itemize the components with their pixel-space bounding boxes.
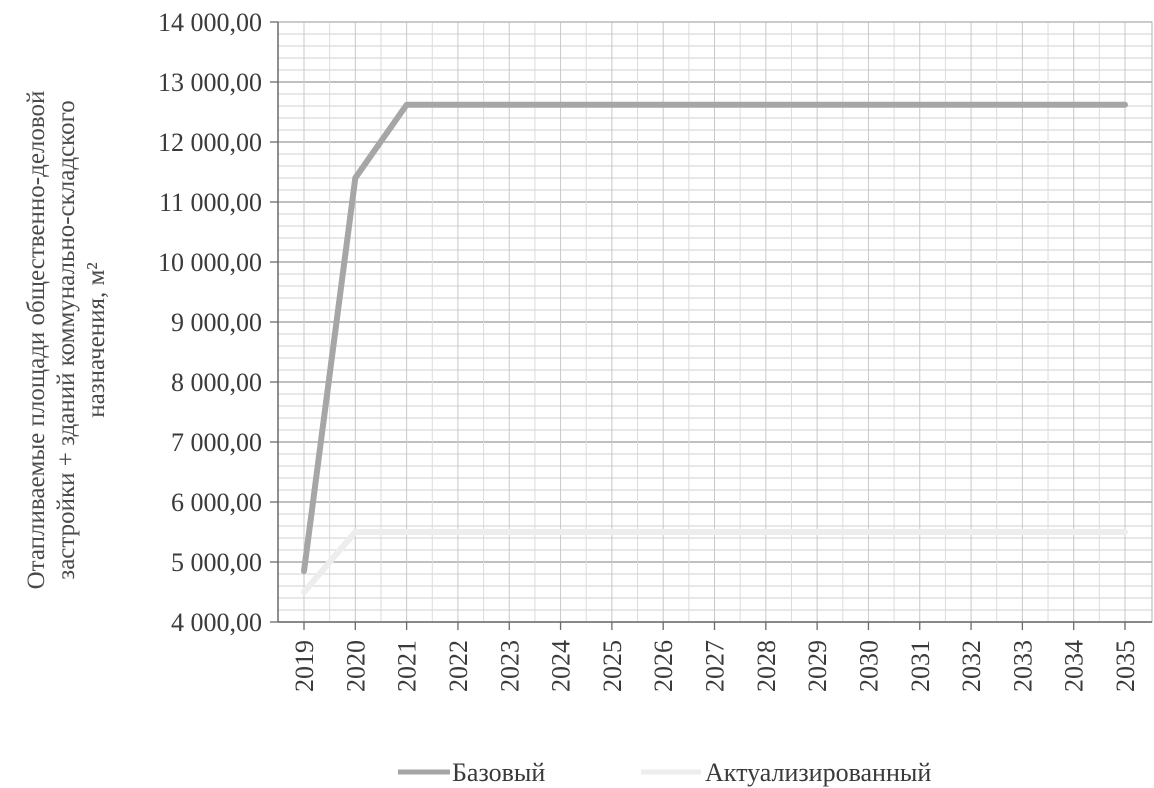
legend: Базовый Актуализированный — [398, 758, 931, 787]
y-tick-label: 14 000,00 — [158, 8, 262, 37]
legend-label-2: Актуализированный — [705, 758, 931, 787]
x-tick-label: 2019 — [290, 640, 319, 692]
y-tick-label: 11 000,00 — [159, 188, 262, 217]
series-lines — [301, 101, 1128, 595]
x-tick-label: 2027 — [701, 640, 730, 692]
y-tick-label: 10 000,00 — [158, 248, 262, 277]
x-tick-label: 2025 — [598, 640, 627, 692]
x-tick-label: 2028 — [752, 640, 781, 692]
y-tick-label: 4 000,00 — [171, 608, 262, 637]
axes — [270, 21, 1153, 630]
x-tick-label: 2026 — [649, 640, 678, 692]
x-tick-label: 2024 — [547, 640, 576, 692]
x-tick-label: 2023 — [495, 640, 524, 692]
x-tick-label: 2031 — [906, 640, 935, 692]
y-tick-labels: 4 000,00 5 000,00 6 000,00 7 000,00 8 000,00… — [158, 8, 262, 637]
x-tick-label: 2021 — [393, 640, 422, 692]
y-tick-label: 12 000,00 — [158, 128, 262, 157]
x-tick-label: 2034 — [1060, 640, 1089, 692]
y-tick-label: 13 000,00 — [158, 68, 262, 97]
x-tick-label: 2030 — [854, 640, 883, 692]
y-tick-label: 8 000,00 — [171, 368, 262, 397]
x-tick-label: 2029 — [803, 640, 832, 692]
y-tick-label: 6 000,00 — [171, 488, 262, 517]
y-axis-title-line: назначения, м² — [83, 262, 110, 418]
x-tick-label: 2020 — [341, 640, 370, 692]
y-tick-label: 9 000,00 — [171, 308, 262, 337]
x-tick-label: 2035 — [1111, 640, 1140, 692]
grid — [278, 21, 1152, 623]
y-tick-label: 7 000,00 — [171, 428, 262, 457]
x-tick-label: 2033 — [1008, 640, 1037, 692]
x-tick-label: 2022 — [444, 640, 473, 692]
x-tick-label: 2032 — [957, 640, 986, 692]
x-tick-labels: 2019 2020 2021 2022 2023 2024 2025 2026 2027 2028… — [290, 640, 1140, 692]
y-axis-title-line: Отапливаемые площади общественно-деловой — [23, 91, 50, 590]
y-tick-label: 5 000,00 — [171, 548, 262, 577]
y-axis-title: Отапливаемые площади общественно-деловой… — [23, 91, 110, 590]
y-axis-title-line: застройки + зданий коммунально-складског… — [53, 100, 80, 579]
legend-label-1: Базовый — [452, 758, 545, 787]
